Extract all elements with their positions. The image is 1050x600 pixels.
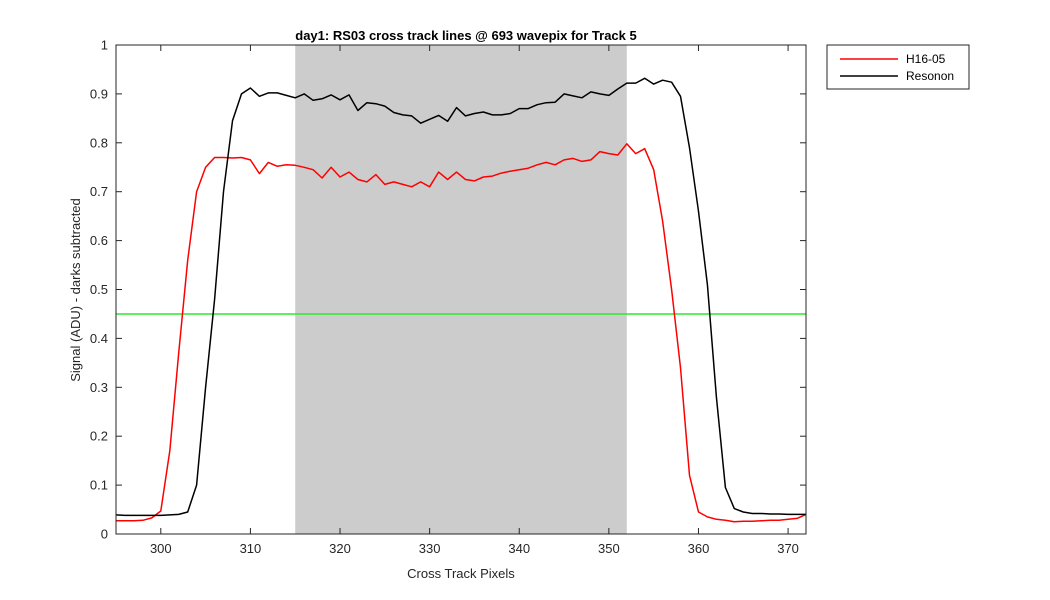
shaded-region bbox=[295, 45, 627, 534]
x-tick-label: 300 bbox=[150, 541, 172, 556]
y-tick-label: 0.7 bbox=[90, 184, 108, 199]
series-line-resonon bbox=[115, 77, 806, 517]
y-tick-label: 0 bbox=[101, 527, 108, 542]
shaded-band bbox=[295, 45, 627, 534]
series-lines bbox=[115, 77, 807, 523]
chart-title: day1: RS03 cross track lines @ 693 wavep… bbox=[295, 28, 636, 43]
y-axis-ticks: 0 0.1 0.2 0.3 0.4 0.5 0.6 0.7 0.8 0.9 1 bbox=[90, 38, 806, 542]
legend-entry: Resonon bbox=[906, 69, 954, 83]
x-axis-ticks: 300 310 320 330 340 350 360 370 bbox=[150, 45, 799, 556]
x-axis-label: Cross Track Pixels bbox=[407, 566, 515, 581]
x-tick-label: 370 bbox=[777, 541, 799, 556]
y-tick-label: 0.3 bbox=[90, 380, 108, 395]
y-tick-label: 0.9 bbox=[90, 86, 108, 101]
legend: H16-05 Resonon bbox=[826, 44, 970, 90]
x-tick-label: 330 bbox=[419, 541, 441, 556]
x-tick-label: 340 bbox=[508, 541, 530, 556]
x-tick-label: 320 bbox=[329, 541, 351, 556]
y-tick-label: 0.2 bbox=[90, 429, 108, 444]
y-tick-label: 0.6 bbox=[90, 233, 108, 248]
x-tick-label: 350 bbox=[598, 541, 620, 556]
y-tick-label: 0.1 bbox=[90, 478, 108, 493]
legend-box bbox=[826, 44, 970, 90]
y-axis-label: Signal (ADU) - darks subtracted bbox=[68, 198, 83, 382]
legend-entry: H16-05 bbox=[906, 52, 946, 66]
y-tick-label: 0.8 bbox=[90, 135, 108, 150]
y-tick-label: 0.4 bbox=[90, 331, 108, 346]
x-tick-label: 310 bbox=[240, 541, 262, 556]
y-tick-label: 1 bbox=[101, 38, 108, 53]
series-line-h16-05 bbox=[116, 143, 807, 523]
y-tick-label: 0.5 bbox=[90, 282, 108, 297]
x-tick-label: 360 bbox=[688, 541, 710, 556]
